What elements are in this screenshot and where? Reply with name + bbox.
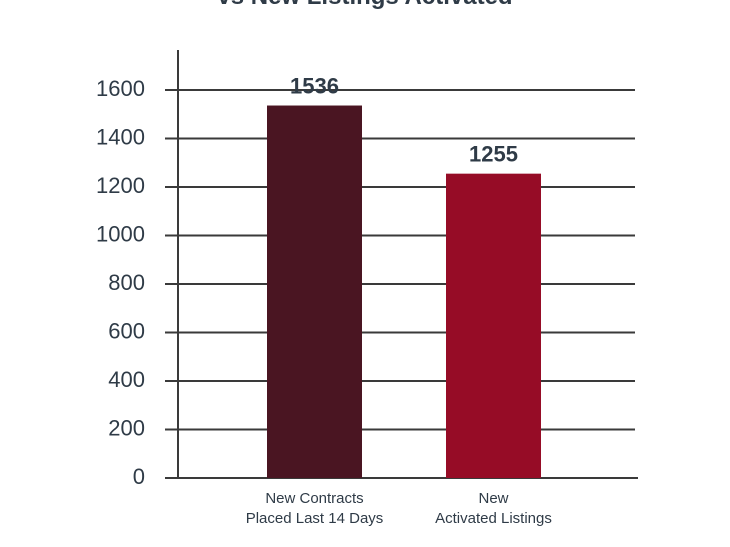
value-label: 1255 [469,142,518,167]
bar [267,105,362,479]
y-tick-label: 1000 [96,221,145,246]
x-tick-label: New Activated Listings [435,490,552,527]
chart-title: vs New Listings Activated [217,0,512,10]
y-tick-label: 200 [108,415,145,440]
y-tick-label: 0 [133,464,145,489]
value-label: 1536 [290,74,339,99]
y-tick-label: 1600 [96,76,145,101]
y-tick-label: 600 [108,318,145,343]
y-tick-label: 400 [108,367,145,392]
bar [446,173,541,478]
y-tick-label: 800 [108,270,145,295]
y-tick-label: 1400 [96,124,145,149]
y-tick-label: 1200 [96,173,145,198]
x-tick-label: New Contracts Placed Last 14 Days [246,490,384,527]
